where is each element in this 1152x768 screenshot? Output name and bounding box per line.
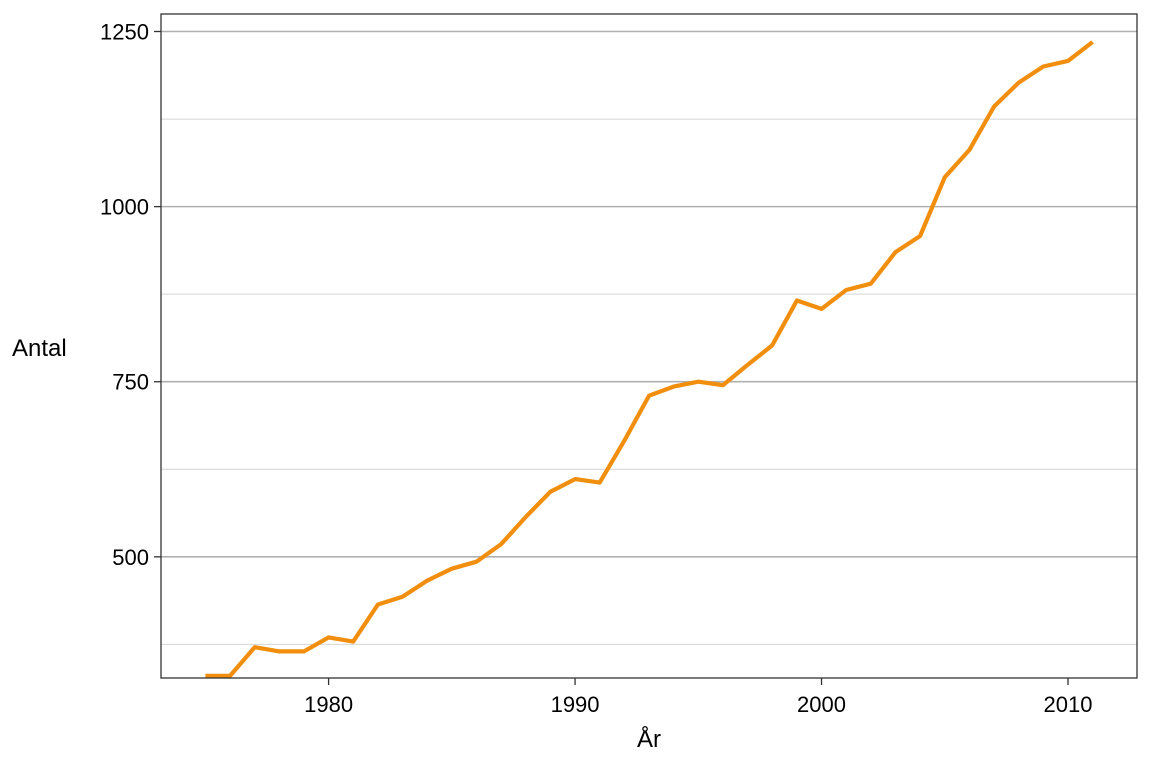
minor-grid xyxy=(161,118,1137,645)
y-tick-label: 750 xyxy=(112,370,149,395)
x-tick-label: 2000 xyxy=(797,692,846,717)
y-axis: 500 750 1000 1250 xyxy=(100,20,161,570)
y-tick-label: 1000 xyxy=(100,195,149,220)
x-tick-label: 2010 xyxy=(1044,692,1093,717)
y-tick-label: 1250 xyxy=(100,20,149,45)
major-grid xyxy=(161,30,1137,558)
y-axis-title: Antal xyxy=(12,335,67,362)
series-line xyxy=(205,40,1094,679)
plot-panel-border xyxy=(160,13,1138,679)
y-tick-label: 500 xyxy=(112,545,149,570)
x-tick-label: 1980 xyxy=(304,692,353,717)
x-tick-label: 1990 xyxy=(551,692,600,717)
x-axis: 1980 1990 2000 2010 xyxy=(304,678,1092,717)
series-layer xyxy=(205,40,1094,679)
x-axis-title: År xyxy=(637,725,661,753)
